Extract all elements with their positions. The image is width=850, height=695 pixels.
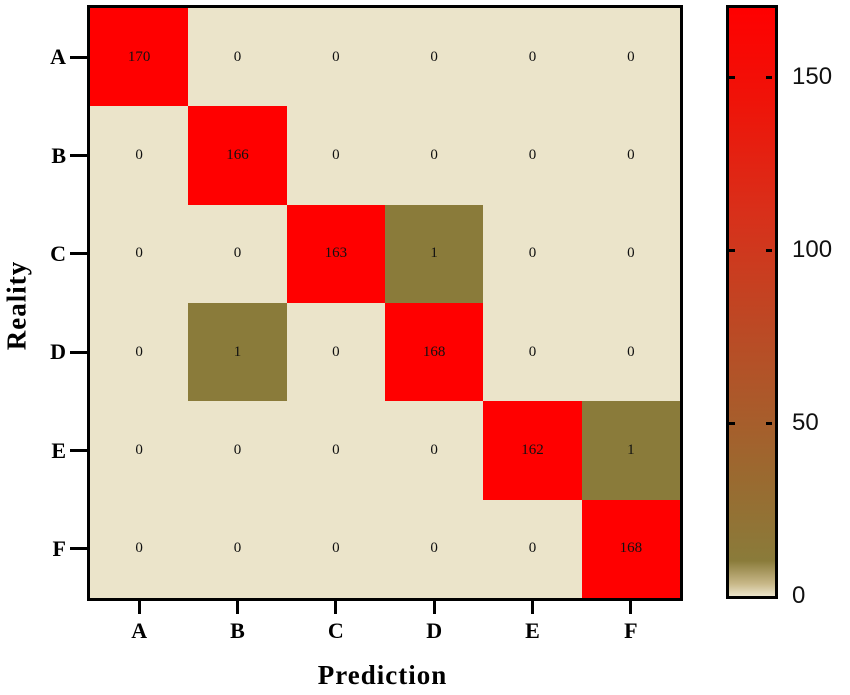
matrix-cell: 0	[385, 499, 484, 598]
x-tick-label: D	[426, 618, 443, 643]
colorbar-tick-label: 0	[792, 582, 806, 609]
y-tick-label: D	[50, 339, 66, 365]
y-tick	[70, 154, 87, 157]
matrix-cell: 0	[483, 106, 582, 205]
colorbar-tick	[729, 75, 735, 79]
matrix-cell: 0	[385, 401, 484, 500]
x-tick-label: F	[624, 618, 638, 643]
matrix-cell: 1	[188, 303, 287, 402]
x-tick-label: E	[525, 618, 540, 643]
matrix-cell: 0	[90, 499, 189, 598]
x-tick-label: A	[131, 618, 148, 643]
y-tick	[70, 55, 87, 59]
x-tick	[629, 598, 633, 614]
colorbar-tick	[729, 421, 735, 425]
matrix-cell: 0	[90, 401, 189, 500]
matrix-cell: 0	[90, 106, 189, 205]
colorbar	[726, 5, 778, 599]
colorbar-tick-label: 50	[792, 409, 819, 437]
x-tick	[531, 598, 534, 614]
matrix-cell: 0	[188, 499, 287, 598]
matrix-cell: 1	[581, 401, 680, 500]
matrix-cell: 0	[581, 8, 680, 107]
matrix-cell: 0	[385, 106, 484, 205]
matrix-cell: 0	[90, 303, 189, 402]
matrix-cell: 168	[581, 499, 680, 598]
x-tick	[236, 598, 239, 614]
matrix-cell: 0	[483, 499, 582, 598]
matrix-cell: 0	[286, 106, 385, 205]
y-tick	[70, 449, 87, 452]
y-tick-label: C	[50, 240, 66, 266]
y-tick	[70, 350, 87, 354]
colorbar-tick	[766, 75, 772, 79]
matrix-cell: 1	[385, 204, 484, 303]
matrix-cell: 0	[286, 8, 385, 107]
matrix-cell: 0	[483, 204, 582, 303]
y-tick-label: E	[51, 437, 66, 463]
matrix-cell: 0	[581, 204, 680, 303]
matrix-cell: 168	[385, 303, 484, 402]
x-tick-label: C	[327, 618, 344, 643]
matrix-cell: 0	[483, 8, 582, 107]
matrix-cell: 170	[90, 8, 189, 107]
colorbar-tick	[766, 421, 772, 425]
colorbar-tick	[766, 248, 772, 252]
matrix-cell: 0	[483, 303, 582, 402]
y-tick-label: F	[52, 535, 66, 561]
y-tick	[70, 252, 87, 256]
matrix-cell: 0	[286, 499, 385, 598]
matrix-cell: 0	[286, 303, 385, 402]
y-tick-label: B	[51, 142, 66, 168]
matrix-cell: 0	[581, 106, 680, 205]
matrix-cell: 163	[286, 204, 385, 303]
matrix-cell: 0	[286, 401, 385, 500]
matrix-cell: 0	[188, 204, 287, 303]
confusion-matrix-grid: 170 0 0 0 0 0 0 166 0 0 0 0 0 0 163 1 0 0 0 1 0 168 0 0 0 0 0 0 162 1…	[87, 5, 683, 601]
x-tick-label: B	[230, 618, 245, 643]
x-tick	[137, 598, 141, 614]
colorbar-tick-label: 100	[792, 236, 833, 264]
colorbar-tick-label: 150	[792, 63, 833, 91]
x-tick	[334, 598, 338, 614]
x-tick	[432, 598, 436, 614]
matrix-cell: 0	[90, 204, 189, 303]
y-tick-label: A	[50, 44, 66, 70]
matrix-cell: 0	[188, 401, 287, 500]
colorbar-tick	[729, 248, 735, 252]
matrix-cell: 162	[483, 401, 582, 500]
x-axis-title: Prediction	[317, 660, 448, 690]
matrix-cell: 0	[188, 8, 287, 107]
matrix-cell: 166	[188, 106, 287, 205]
matrix-cell: 0	[581, 303, 680, 402]
y-tick	[70, 547, 87, 551]
matrix-cell: 0	[385, 8, 484, 107]
